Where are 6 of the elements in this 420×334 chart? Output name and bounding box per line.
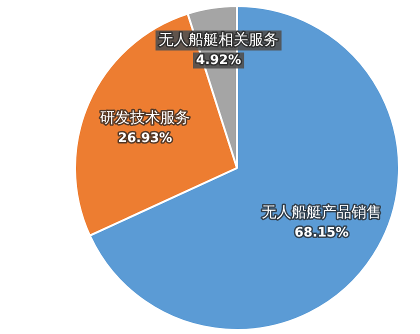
slice-label: 无人船艇产品销售 (262, 203, 382, 222)
slice-label: 无人船艇相关服务 (158, 30, 279, 48)
data-label: 26.93% (118, 130, 172, 146)
data-label: 68.15% (294, 226, 349, 241)
slice-label: 研发技术服务 (100, 108, 190, 126)
data-label: 4.92% (196, 52, 242, 68)
